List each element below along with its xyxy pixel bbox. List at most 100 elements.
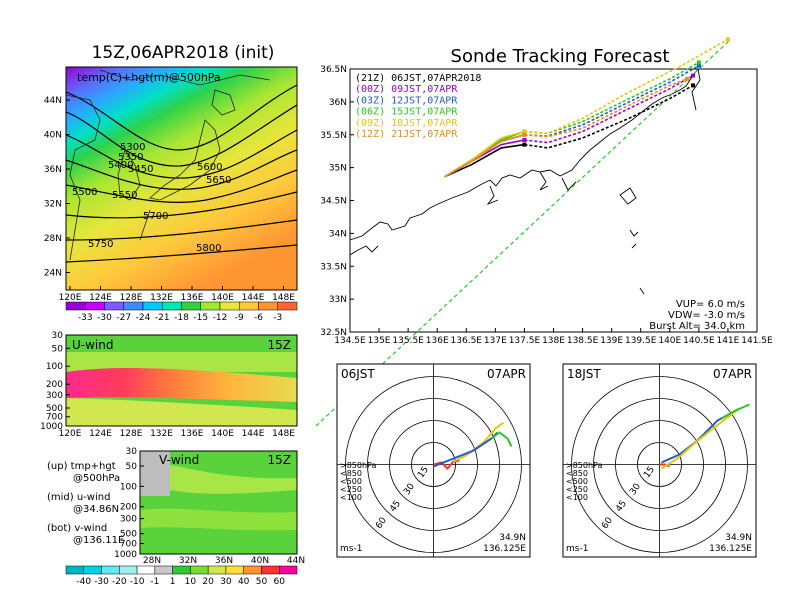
temp-lat-tick: 28N: [44, 234, 62, 244]
wind-colorbar-swatch: [83, 565, 102, 575]
polar-time: 18JST: [567, 367, 601, 381]
height-contour-label: 5700: [143, 211, 168, 222]
track-legend-entry: (00Z) 09JST,07APR: [355, 84, 458, 95]
temp-colorbar-label: -27: [116, 313, 131, 323]
track-ascent-line: [444, 134, 525, 178]
track-lon-tick: 138.5E: [567, 336, 599, 346]
temp-lon-tick: 132E: [150, 293, 173, 303]
wind-colorbar-swatch: [261, 565, 280, 575]
temp-panel: temp(C)+hgt(m)@500hPa 44N 40N 36N 32N 28N 24N…: [44, 66, 298, 323]
v-lat-tick: 44N: [287, 556, 305, 566]
track-lon-tick: 136.5E: [451, 336, 483, 346]
polar-date: 07APR: [713, 367, 752, 381]
u-lon-tick: 144E: [242, 429, 265, 439]
track-lat-ticks: 36.5N 36N 35.5N 35N 34.5N 34N 33.5N 33N 32.5N: [320, 65, 354, 338]
track-panel: (21Z) 06JST,07APR2018(00Z) 09JST,07APR(0…: [315, 37, 773, 427]
v-lat-tick: 36N: [215, 556, 233, 566]
u-band-upper: [66, 352, 297, 372]
temp-colorbar-label: -33: [78, 313, 93, 323]
wind-colorbar-swatch: [154, 565, 173, 575]
wind-colorbar-label: 20: [202, 577, 214, 587]
landing-marker: [685, 76, 690, 81]
temp-colorbar-swatch: [258, 301, 278, 311]
param-vdw: VDW= -3.0 m/s: [668, 310, 745, 321]
height-contour-label: 5350: [118, 152, 143, 163]
temp-lat-tick: 36N: [44, 165, 62, 175]
track-lat-tick: 34.5N: [320, 197, 347, 207]
legend-up: (up) tmp+hgt: [47, 461, 116, 472]
main-title: 15Z,06APR2018 (init): [92, 43, 275, 63]
track-lon-ticks: 134.5E 135E 135.5E 136E 136.5E 137E 137.5E 138E…: [334, 328, 773, 346]
temp-lat-tick: 32N: [44, 200, 62, 210]
temp-colorbar-swatch: [219, 301, 240, 311]
v-pressure-tick: 50: [126, 462, 138, 472]
height-contour-label: 5300: [120, 142, 145, 153]
height-contour-label: 5750: [88, 239, 113, 250]
polar-legend-entry: >850hPa: [566, 461, 603, 470]
coastlines: [66, 69, 271, 261]
v-gray-region: [140, 451, 170, 496]
v-lat-tick: 32N: [179, 556, 197, 566]
param-burst: Burst Alt= 34.0 km: [649, 321, 745, 332]
temp-lat-tick: 40N: [44, 131, 62, 141]
track-coastline: [349, 68, 701, 295]
temp-panel-label: temp(C)+hgt(m)@500hPa: [77, 71, 221, 84]
wind-colorbar-swatch: [225, 565, 244, 575]
track-frame: [349, 68, 758, 333]
temp-colorbar-swatch: [277, 301, 298, 311]
wind-colorbar-swatch: [243, 565, 262, 575]
wind-colorbar-swatch: [101, 565, 120, 575]
temp-colorbar-label: -15: [193, 313, 208, 323]
track-lat-tick: 34N: [329, 229, 347, 239]
wind-colorbar-label: -1: [150, 577, 159, 587]
wind-colorbar-label: 10: [185, 577, 197, 587]
track-lon-tick: 141.5E: [741, 336, 773, 346]
temp-colorbar-label: -18: [174, 313, 189, 323]
temp-colorbar-label: -21: [155, 313, 170, 323]
track-lon-tick: 137.5E: [509, 336, 541, 346]
pressure-tick: 30: [52, 331, 64, 341]
wind-colorbar-label: 30: [220, 577, 232, 587]
wind-colorbar-label: 1: [170, 577, 176, 587]
pressure-tick: 50: [52, 344, 64, 354]
panel-legend: (up) tmp+hgt @500hPa (mid) u-wind @34.86…: [47, 461, 124, 546]
polar-hodograph: [721, 403, 750, 420]
pressure-tick: 300: [46, 391, 63, 401]
temp-colorbar-swatch: [123, 301, 144, 311]
pressure-tick: 700: [46, 413, 63, 423]
polar-lat: 34.9N: [499, 533, 526, 543]
temp-colorbar-label: -6: [254, 313, 263, 323]
track-lon-tick: 135.5E: [392, 336, 424, 346]
temp-colorbar-label: -24: [136, 313, 151, 323]
polar-lon: 136.125E: [709, 544, 752, 554]
wind-colorbar-label: 50: [256, 577, 268, 587]
polar-date: 07APR: [487, 367, 526, 381]
u-wind-label: U-wind: [72, 338, 113, 352]
v-band: [170, 465, 297, 494]
temp-colorbar-label: -9: [235, 313, 244, 323]
wind-colorbar-swatch: [278, 565, 298, 575]
v-band-low: [140, 508, 297, 531]
u-lon-tick: 148E: [272, 429, 295, 439]
temp-lat-tick: 24N: [44, 269, 62, 279]
u-lon-tick: 140E: [211, 429, 234, 439]
temp-lat-ticks: 44N 40N 36N 32N 28N 24N: [44, 96, 70, 279]
height-contour-label: 5650: [206, 175, 231, 186]
wind-colorbar-swatch: [207, 565, 227, 575]
polar-legend-entry: <500: [566, 477, 588, 486]
track-lon-tick: 139E: [600, 336, 623, 346]
param-vup: VUP= 6.0 m/s: [676, 299, 745, 310]
wind-colorbar-swatch: [190, 565, 209, 575]
track-lon-tick: 135E: [368, 336, 391, 346]
legend-up-2: @500hPa: [73, 473, 120, 484]
pressure-tick: 500: [46, 404, 63, 414]
polar-legend-entry: <850: [566, 469, 588, 478]
v-wind-time: 15Z: [268, 453, 292, 467]
height-contour-label: 5600: [197, 162, 222, 173]
temp-colorbar-swatch: [181, 301, 201, 311]
v-wind-label: V-wind: [159, 453, 199, 467]
polar-time: 06JST: [341, 367, 375, 381]
